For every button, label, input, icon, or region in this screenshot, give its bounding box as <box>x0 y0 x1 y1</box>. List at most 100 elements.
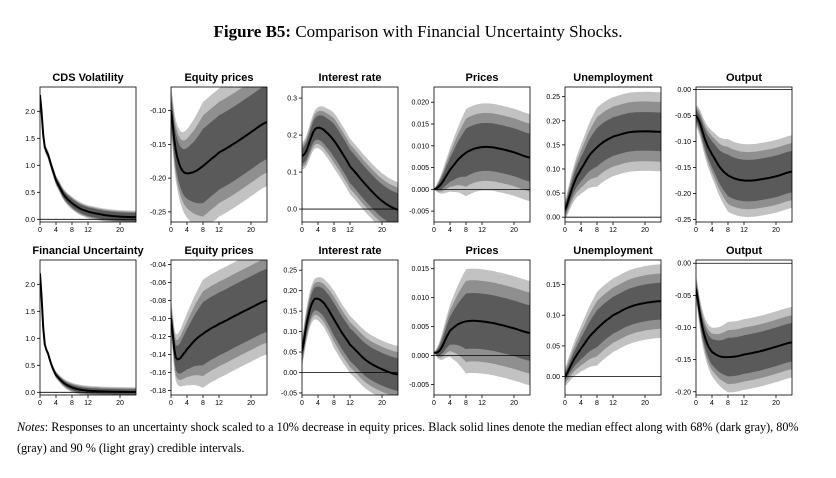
y-tick-label: -0.20 <box>150 176 166 183</box>
y-tick-label: 0.5 <box>25 190 35 197</box>
x-tick-label: 20 <box>641 400 649 407</box>
x-tick-label: 0 <box>563 400 567 407</box>
y-tick-label: 0.005 <box>411 165 429 172</box>
y-tick-label: -0.10 <box>150 108 166 115</box>
y-tick-label: -0.25 <box>150 209 166 216</box>
median-line <box>565 300 661 378</box>
panel-2-4: Prices -0.005 0.000 0.005 0.010 0.015 0 4 8 12 20 <box>409 245 531 407</box>
y-tick-label: 0.05 <box>546 343 560 350</box>
y-tick-label: -0.15 <box>675 357 691 364</box>
band68-band <box>696 282 792 377</box>
panel-title: CDS Volatility <box>52 72 124 84</box>
median-line <box>696 288 792 359</box>
y-tick-label: 0.00 <box>546 374 560 381</box>
x-tick-label: 8 <box>201 400 205 407</box>
x-tick-label: 0 <box>300 400 304 407</box>
panel-2-2: Equity prices -0.18 -0.16 -0.14 -0.12 -0.10 -0… <box>150 245 268 407</box>
x-tick-label: 0 <box>38 227 42 234</box>
x-tick-label: 0 <box>432 400 436 407</box>
y-tick-label: 1.5 <box>25 136 35 143</box>
x-tick-label: 8 <box>201 227 205 234</box>
x-tick-label: 8 <box>70 400 74 407</box>
y-tick-label: 0.25 <box>546 94 560 101</box>
x-tick-label: 4 <box>185 227 189 234</box>
x-tick-label: 0 <box>432 227 436 234</box>
median-line <box>565 130 661 211</box>
band68-band <box>40 93 136 222</box>
y-tick-label: -0.10 <box>675 139 691 146</box>
band80-band <box>40 92 136 222</box>
panel-title: Interest rate <box>319 245 382 257</box>
x-tick-label: 4 <box>710 227 714 234</box>
x-tick-label: 0 <box>169 400 173 407</box>
x-tick-label: 12 <box>740 227 748 234</box>
x-tick-label: 0 <box>563 227 567 234</box>
band68-band <box>302 115 398 222</box>
panel-1-3: Interest rate 0.0 0.1 0.2 0.3 0 4 8 12 20 <box>287 72 399 234</box>
panel-title: Prices <box>465 245 498 257</box>
median-line <box>40 95 136 219</box>
median-line <box>171 110 267 175</box>
x-tick-label: 20 <box>247 400 255 407</box>
y-tick-label: 2.0 <box>25 109 35 116</box>
y-tick-label: -0.14 <box>150 352 166 359</box>
x-tick-label: 12 <box>84 400 92 407</box>
y-tick-label: -0.25 <box>675 217 691 224</box>
y-tick-label: 0.10 <box>283 329 297 336</box>
x-tick-label: 8 <box>464 227 468 234</box>
y-tick-label: -0.15 <box>675 165 691 172</box>
x-tick-label: 4 <box>710 400 714 407</box>
median-line <box>434 319 530 354</box>
x-tick-label: 8 <box>726 227 730 234</box>
x-tick-label: 20 <box>116 400 124 407</box>
band68-band <box>565 112 661 215</box>
y-tick-label: 0.3 <box>287 96 297 103</box>
y-tick-label: 1.0 <box>25 163 35 170</box>
panel-1-6: Output -0.25 -0.20 -0.15 -0.10 -0.05 0.00 0 4 8 12… <box>675 72 793 234</box>
y-tick-label: -0.06 <box>150 280 166 287</box>
x-tick-label: 4 <box>316 400 320 407</box>
y-tick-label: 0.1 <box>287 170 297 177</box>
figure-label: Figure B5: <box>213 22 292 41</box>
y-tick-label: -0.05 <box>281 390 297 397</box>
band68-band <box>171 269 267 374</box>
y-tick-label: -0.10 <box>150 316 166 323</box>
median-line <box>171 299 267 361</box>
y-tick-label: -0.12 <box>150 334 166 341</box>
x-tick-label: 12 <box>740 400 748 407</box>
x-tick-label: 4 <box>316 227 320 234</box>
x-tick-label: 12 <box>346 400 354 407</box>
median-line <box>302 126 398 211</box>
x-tick-label: 8 <box>595 400 599 407</box>
x-tick-label: 12 <box>609 400 617 407</box>
figure-title: Figure B5: Comparison with Financial Unc… <box>0 22 836 42</box>
x-tick-label: 4 <box>579 227 583 234</box>
y-tick-label: 0.010 <box>411 143 429 150</box>
x-tick-label: 20 <box>772 227 780 234</box>
x-tick-label: 4 <box>448 227 452 234</box>
panel-title: Equity prices <box>184 72 253 84</box>
plot-area <box>40 271 136 395</box>
band68-band <box>434 293 530 361</box>
y-tick-label: -0.15 <box>150 142 166 149</box>
x-tick-label: 20 <box>247 227 255 234</box>
plot-area <box>696 262 792 393</box>
x-tick-label: 20 <box>641 227 649 234</box>
y-tick-label: 0.20 <box>283 288 297 295</box>
y-tick-label: 0.15 <box>546 282 560 289</box>
x-tick-label: 8 <box>595 227 599 234</box>
plot-area <box>171 260 267 388</box>
x-tick-label: 20 <box>116 227 124 234</box>
x-tick-label: 20 <box>378 227 386 234</box>
x-tick-label: 8 <box>726 400 730 407</box>
panel-1-5: Unemployment 0.00 0.05 0.10 0.15 0.20 0.25 0 4 8 1… <box>546 72 662 234</box>
x-tick-label: 0 <box>694 227 698 234</box>
y-tick-label: 0.015 <box>411 122 429 129</box>
band80-band <box>40 271 136 395</box>
panel-title: Financial Uncertainty <box>32 245 144 257</box>
panel-title: Output <box>726 72 762 84</box>
plot-area <box>302 106 398 222</box>
y-tick-label: 0.020 <box>411 100 429 107</box>
y-tick-label: 0.2 <box>287 133 297 140</box>
y-tick-label: 0.00 <box>677 87 691 94</box>
